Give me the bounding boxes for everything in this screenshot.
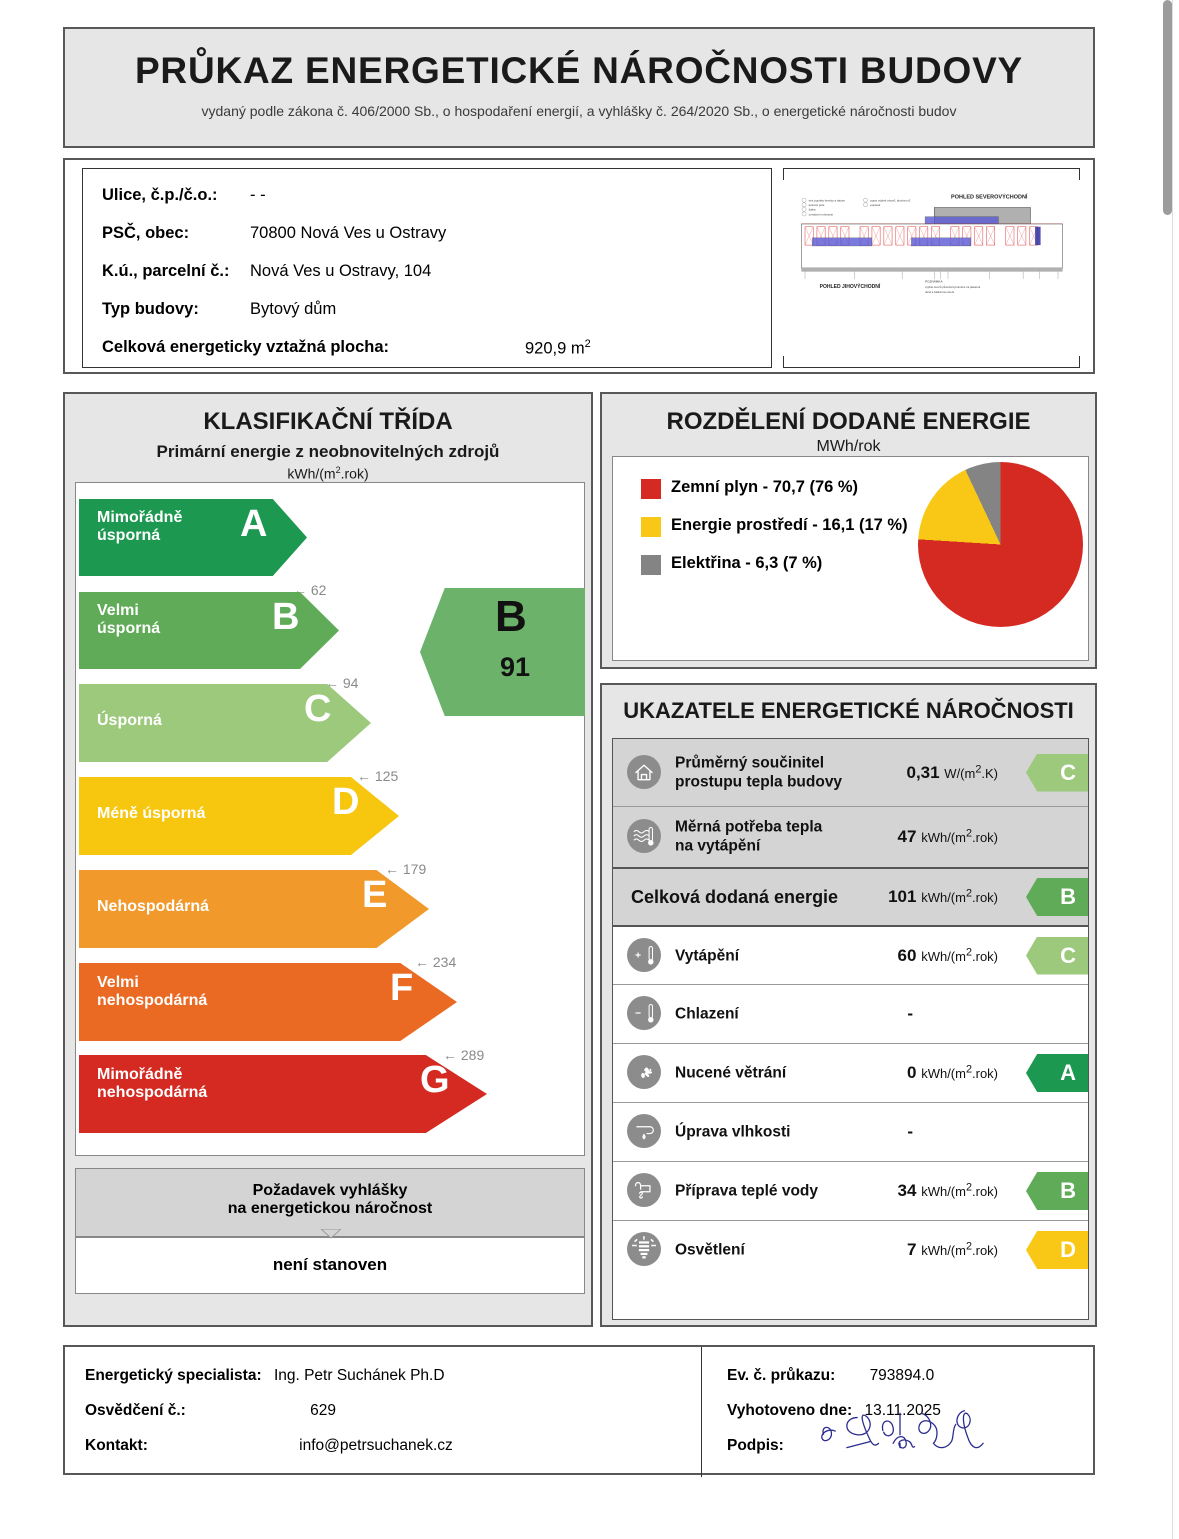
svg-text:šipka: šipka [809,208,816,212]
svg-text:výplně otvorů původní/vyměněné: výplně otvorů původní/vyměněné za plasto… [925,285,981,289]
svg-text:popisek: popisek [870,203,881,207]
svg-text:okna a balkonové dveře: okna a balkonové dveře [925,290,955,294]
svg-text:textové pole: textové pole [809,203,825,207]
svg-text:POZNÁMKA: POZNÁMKA [925,280,943,284]
svg-text:POHLED SEVEROVÝCHODNÍ: POHLED SEVEROVÝCHODNÍ [951,192,1028,200]
svg-text:popis výplně otvorů, plocha m2: popis výplně otvorů, plocha m2 [870,199,911,203]
svg-text:označení místnosti: označení místnosti [809,212,834,216]
svg-text:POHLED JIHOVÝCHODNÍ: POHLED JIHOVÝCHODNÍ [820,282,881,290]
svg-text:text popisku kresby a datum: text popisku kresby a datum [809,199,846,203]
